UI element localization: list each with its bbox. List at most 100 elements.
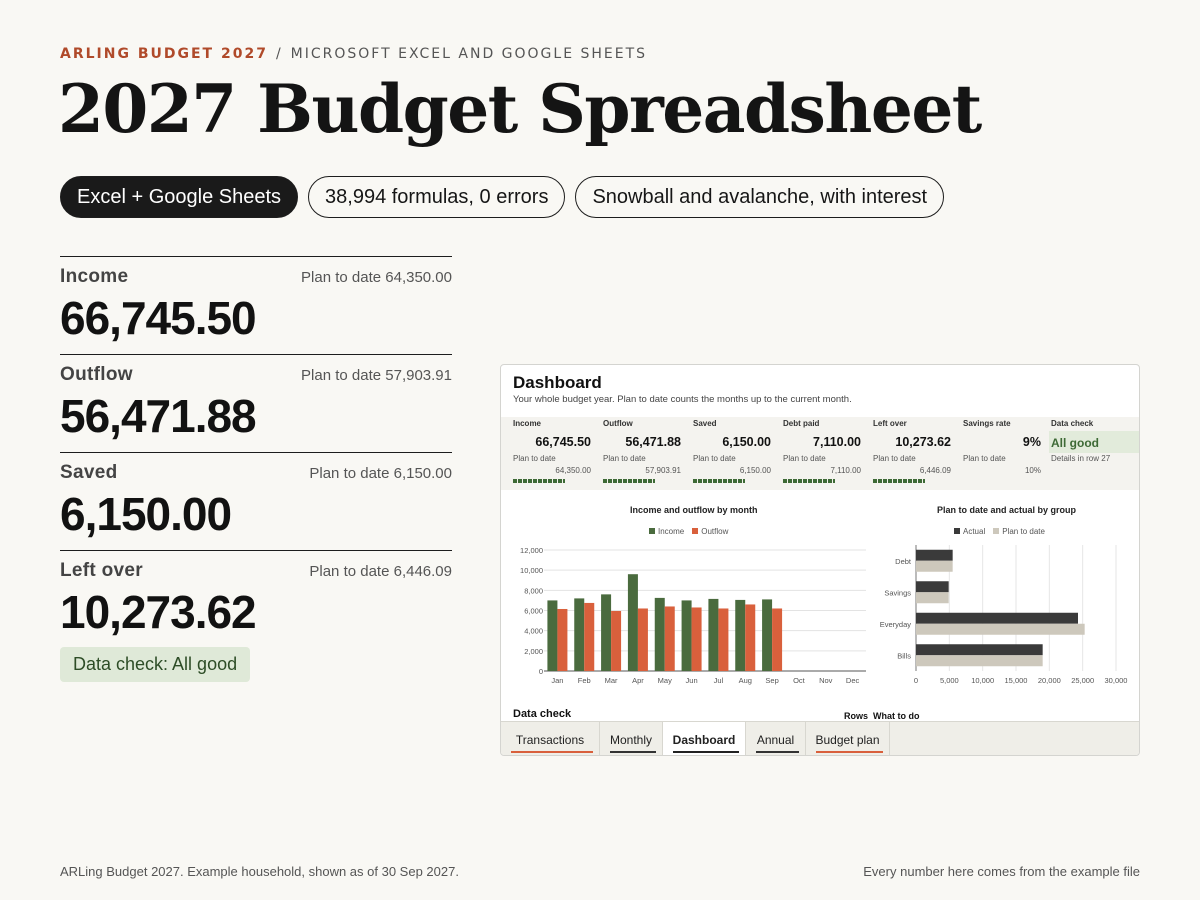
bar-actual-debt xyxy=(916,549,953,561)
kpi-label: Savings rate xyxy=(963,419,1011,428)
pill-debt-methods[interactable]: Snowball and avalanche, with interest xyxy=(575,176,945,218)
metric-value: 56,471.88 xyxy=(60,390,257,442)
metric-label: Outflow xyxy=(60,364,133,385)
metric-outflow: Outflow Plan to date 57,903.91 56,471.88 xyxy=(60,354,452,452)
kpi-left-over: Left over 10,273.62 Plan to date 6,446.0… xyxy=(861,417,951,490)
tab-label: Dashboard xyxy=(672,733,736,747)
eyebrow-subtitle: MICROSOFT EXCEL AND GOOGLE SHEETS xyxy=(290,46,648,62)
legend-swatch xyxy=(993,528,1000,534)
tab-monthly[interactable]: Monthly xyxy=(600,722,663,755)
kpi-value: 6,150.00 xyxy=(722,435,771,449)
data-check-heading: Data check xyxy=(513,708,572,720)
y-tick-label: 0 xyxy=(539,667,543,676)
kpi-label: Income xyxy=(513,419,542,428)
sheet-tabs: Transactions Monthly Dashboard Annual Bu… xyxy=(501,721,1139,755)
bar-income-may xyxy=(654,597,665,671)
kpi-plan-label: Plan to date xyxy=(603,454,646,463)
x-tick-label: Jan xyxy=(551,676,563,685)
legend-label: Plan to date xyxy=(1002,527,1045,536)
legend-item-outflow: Outflow xyxy=(692,527,728,536)
what-to-do-heading: What to do xyxy=(873,711,920,721)
pill-formulas[interactable]: 38,994 formulas, 0 errors xyxy=(308,176,566,218)
kpi-progress xyxy=(783,479,835,483)
kpi-plan-label: Plan to date xyxy=(783,454,826,463)
tab-annual[interactable]: Annual xyxy=(746,722,806,755)
spreadsheet-preview: Dashboard Your whole budget year. Plan t… xyxy=(500,364,1140,756)
y-tick-label: Everyday xyxy=(880,620,912,629)
bar-actual-everyday xyxy=(916,612,1078,624)
x-tick-label: Dec xyxy=(846,676,860,685)
x-tick-label: 0 xyxy=(914,676,918,685)
bar-actual-bills xyxy=(916,644,1043,656)
sheet-title: Dashboard xyxy=(513,373,602,392)
bar-income-apr xyxy=(627,574,638,671)
kpi-band: Income 66,745.50 Plan to date 64,350.00 … xyxy=(501,417,1139,490)
eyebrow-separator: / xyxy=(275,46,283,62)
metric-saved: Saved Plan to date 6,150.00 6,150.00 xyxy=(60,452,452,550)
kpi-progress xyxy=(603,479,655,483)
metric-value: 6,150.00 xyxy=(60,488,232,540)
kpi-data-check: Data check Details in row 27 xyxy=(1041,417,1139,490)
legend-item-plan: Plan to date xyxy=(993,527,1045,536)
pill-platforms[interactable]: Excel + Google Sheets xyxy=(60,176,299,218)
y-tick-label: Bills xyxy=(897,651,911,660)
metric-plan: Plan to date 6,446.09 xyxy=(309,563,452,580)
x-tick-label: Sep xyxy=(765,676,778,685)
kpi-value: 56,471.88 xyxy=(625,435,681,449)
kpi-plan-value: 6,446.09 xyxy=(919,466,951,475)
bar-outflow-apr xyxy=(637,608,648,671)
x-tick-label: Oct xyxy=(793,676,806,685)
kpi-plan-value: 10% xyxy=(1024,466,1041,475)
metric-label: Left over xyxy=(60,560,143,581)
metric-income: Income Plan to date 64,350.00 66,745.50 xyxy=(60,256,452,354)
metric-value: 10,273.62 xyxy=(60,586,257,638)
bar-plan-to-date-savings xyxy=(916,592,949,604)
y-tick-label: 2,000 xyxy=(524,647,543,656)
metric-value: 66,745.50 xyxy=(60,292,257,344)
page-title: 2027 Budget Spreadsheet xyxy=(58,70,982,148)
bar-income-aug xyxy=(735,599,746,671)
bar-income-jun xyxy=(681,600,692,671)
kpi-progress xyxy=(513,479,565,483)
x-tick-label: Nov xyxy=(819,676,833,685)
x-tick-label: 25,000 xyxy=(1071,676,1094,685)
legend-swatch xyxy=(649,528,655,534)
bar-income-sep xyxy=(762,599,773,671)
x-tick-label: 30,000 xyxy=(1105,676,1128,685)
kpi-label: Debt paid xyxy=(783,419,820,428)
bar-plan-to-date-everyday xyxy=(916,623,1085,635)
bar-outflow-aug xyxy=(745,604,756,671)
kpi-value: 9% xyxy=(1022,435,1041,449)
x-tick-label: 20,000 xyxy=(1038,676,1061,685)
kpi-income: Income 66,745.50 Plan to date 64,350.00 xyxy=(501,417,591,490)
legend-label: Outflow xyxy=(701,527,729,536)
legend-item-income: Income xyxy=(649,527,684,536)
kpi-outflow: Outflow 56,471.88 Plan to date 57,903.91 xyxy=(591,417,681,490)
x-tick-label: May xyxy=(658,676,672,685)
bar-income-jul xyxy=(708,598,719,671)
kpi-value: 66,745.50 xyxy=(535,435,591,449)
metric-plan: Plan to date 57,903.91 xyxy=(301,367,452,384)
legend-label: Income xyxy=(658,527,685,536)
y-tick-label: Savings xyxy=(884,588,911,597)
kpi-plan-value: 6,150.00 xyxy=(739,466,771,475)
x-tick-label: Feb xyxy=(578,676,591,685)
data-check-badge: Data check: All good xyxy=(60,647,251,682)
kpi-plan-value: 64,350.00 xyxy=(555,466,591,475)
tab-budget-plan[interactable]: Budget plan xyxy=(806,722,890,755)
tab-transactions[interactable]: Transactions xyxy=(501,722,600,755)
sheet-description: Your whole budget year. Plan to date cou… xyxy=(513,394,852,405)
x-tick-label: 10,000 xyxy=(971,676,994,685)
x-tick-label: Mar xyxy=(605,676,618,685)
tab-label: Annual xyxy=(756,733,795,747)
tab-label: Transactions xyxy=(515,733,585,747)
bar-income-jan xyxy=(547,600,558,671)
tab-dashboard[interactable]: Dashboard xyxy=(663,722,746,755)
bar-outflow-mar xyxy=(611,611,622,671)
group-chart-legend: Actual Plan to date xyxy=(954,527,1045,536)
group-chart-title: Plan to date and actual by group xyxy=(937,505,1077,515)
feature-pills: Excel + Google Sheets 38,994 formulas, 0… xyxy=(60,176,945,218)
kpi-progress xyxy=(693,479,745,483)
kpi-savings-rate: Savings rate 9% Plan to date 10% xyxy=(951,417,1041,490)
kpi-debt-paid: Debt paid 7,110.00 Plan to date 7,110.00 xyxy=(771,417,861,490)
